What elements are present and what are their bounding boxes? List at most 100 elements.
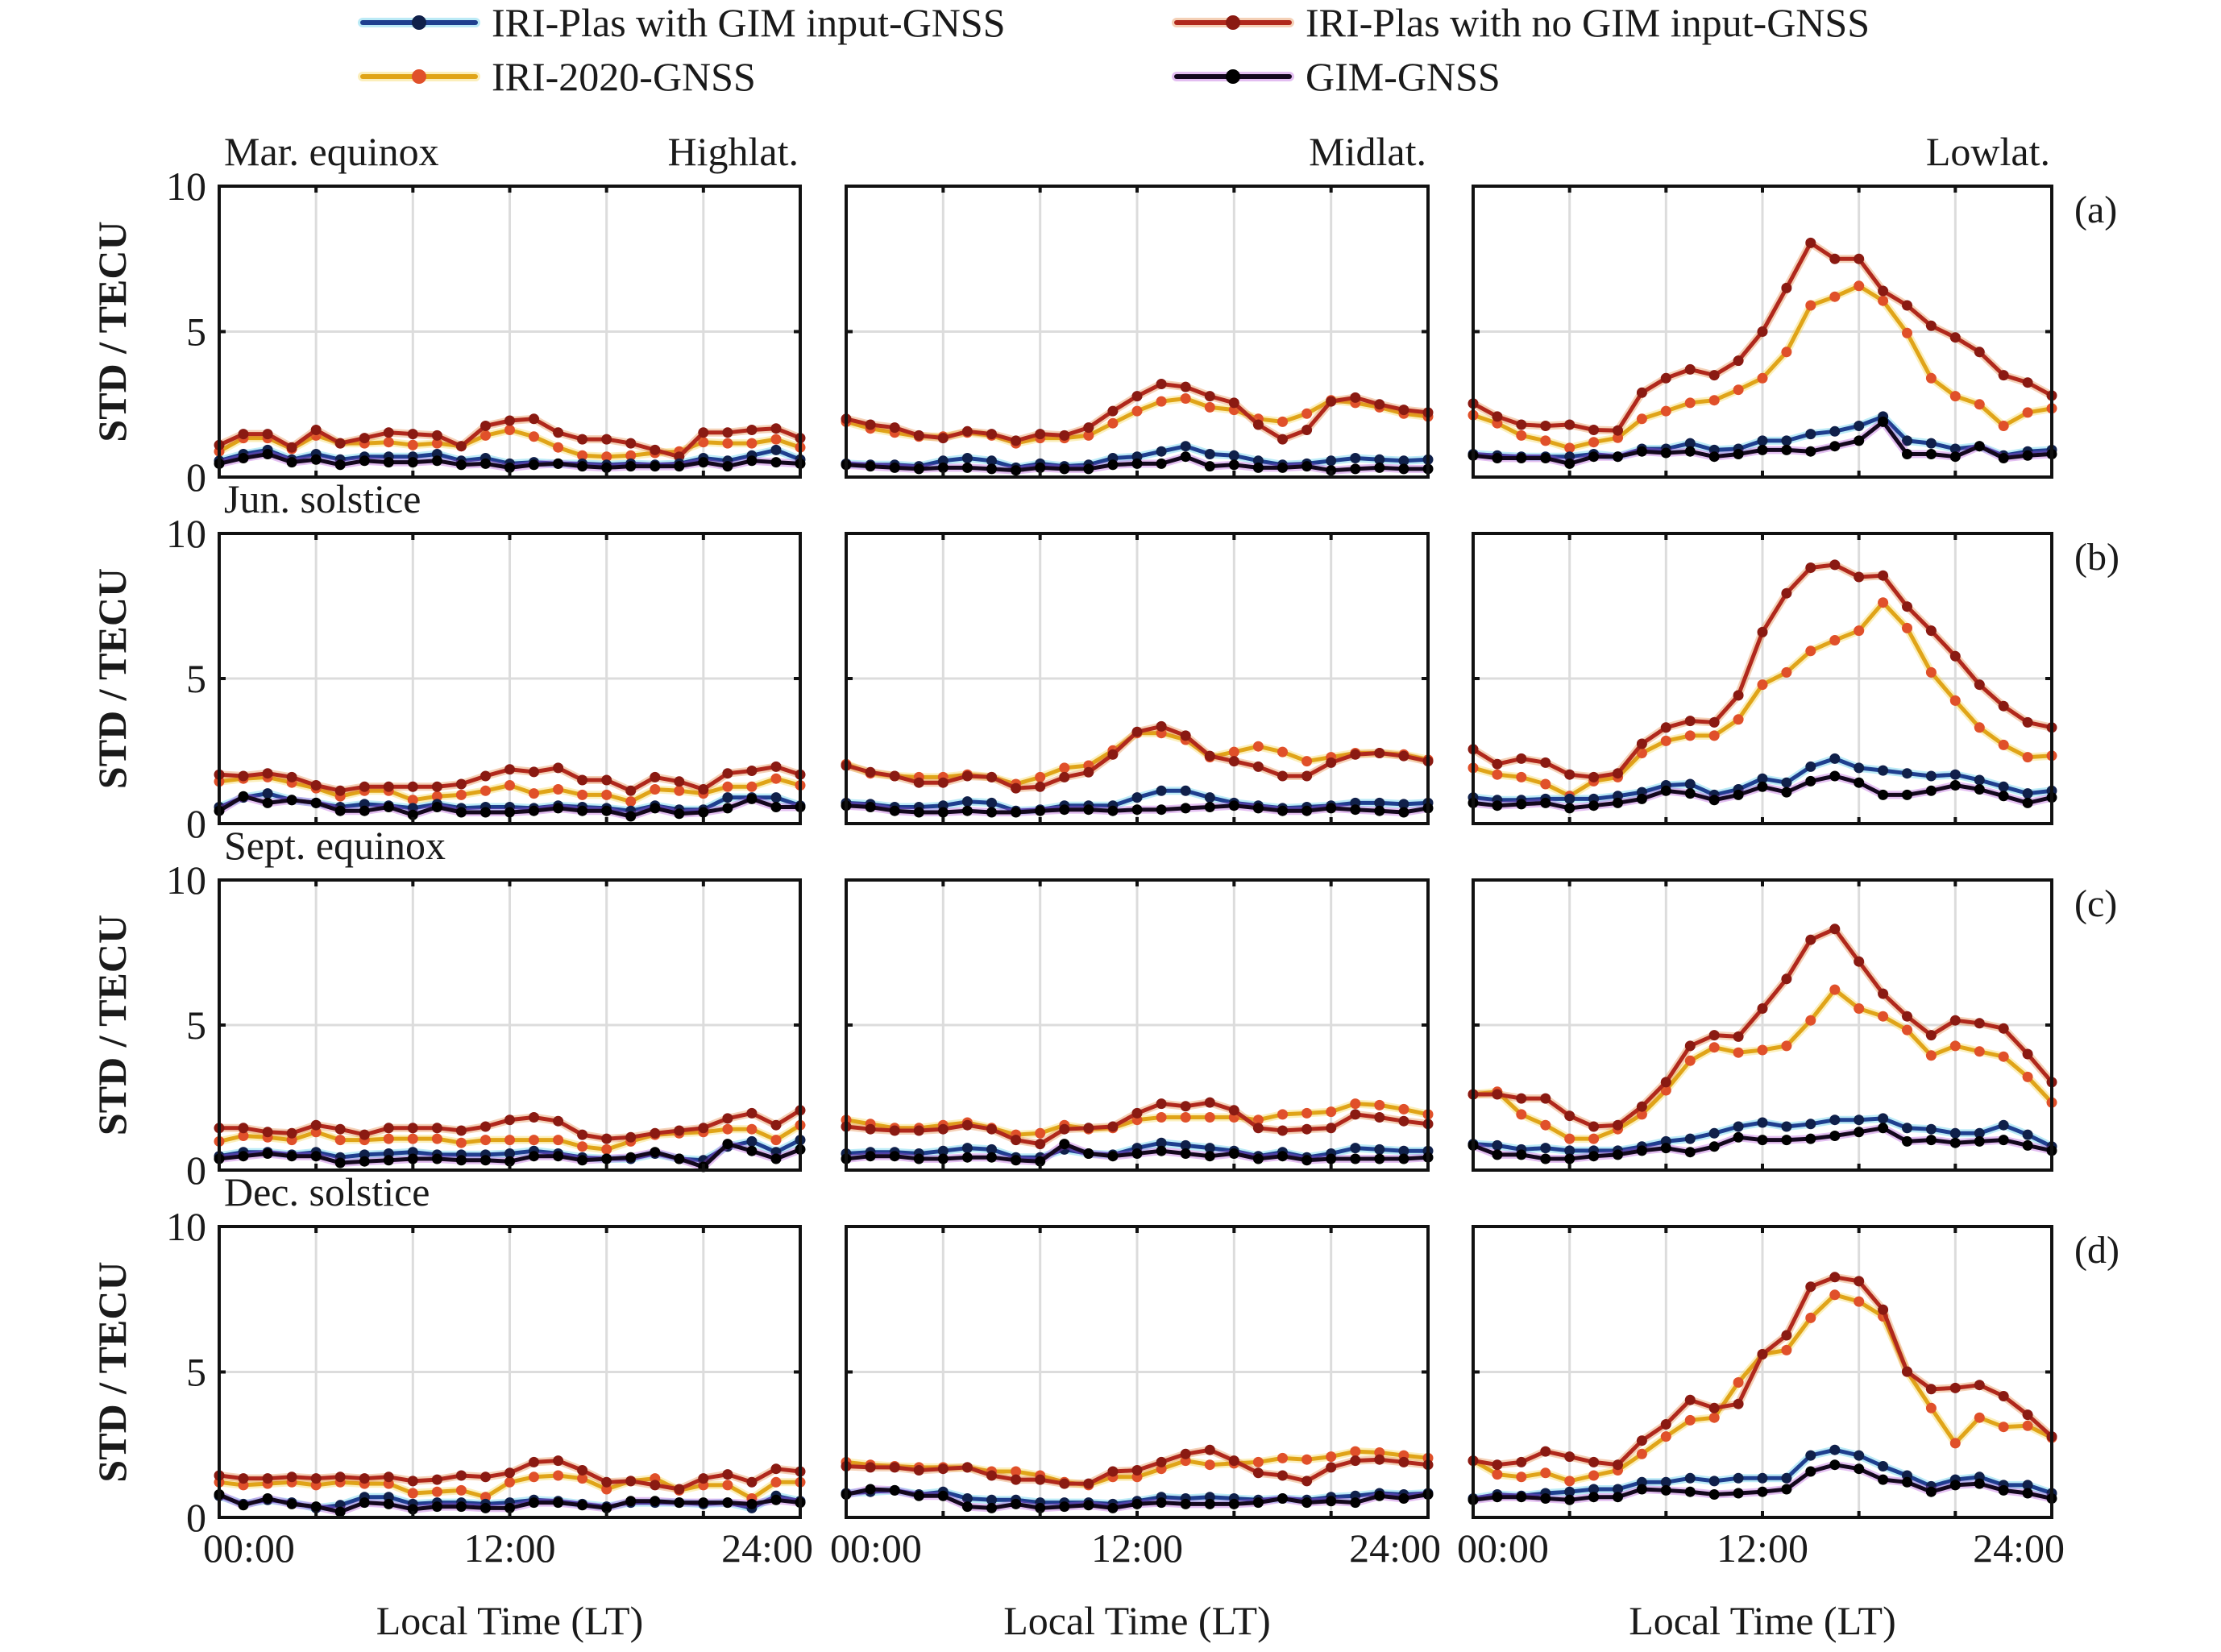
data-point [238, 429, 249, 440]
data-point [480, 785, 491, 796]
data-point [577, 450, 588, 461]
data-point [504, 1156, 515, 1167]
data-point [1781, 1135, 1792, 1146]
data-point [1492, 1089, 1503, 1100]
data-point [961, 805, 973, 816]
data-point [407, 795, 418, 806]
data-point [722, 1497, 733, 1509]
data-point [1949, 1382, 1961, 1393]
data-point [1083, 766, 1094, 778]
data-point [1902, 327, 1912, 338]
data-point [1805, 1119, 1816, 1130]
data-point [286, 457, 297, 468]
data-point [1374, 1099, 1385, 1110]
data-point [262, 429, 273, 440]
data-point [650, 803, 661, 814]
data-point [1204, 1143, 1215, 1154]
data-point [1059, 1478, 1070, 1489]
data-point [1781, 587, 1792, 599]
data-point [383, 427, 394, 438]
data-point [529, 788, 539, 799]
data-point [722, 461, 733, 472]
data-point [986, 1502, 997, 1513]
data-point [986, 1470, 997, 1481]
data-point [1398, 463, 1409, 475]
data-point [1684, 1055, 1696, 1066]
data-point [1131, 1498, 1143, 1509]
data-point [865, 461, 876, 472]
data-point [286, 1498, 297, 1509]
data-point [1829, 984, 1841, 995]
data-point [553, 1497, 564, 1509]
data-point [746, 766, 758, 776]
data-point [1059, 463, 1070, 475]
labels: Highlat. Midlat. Lowlat. Mar. equinox (a) 0 5 1… [89, 129, 2119, 1643]
data-point [1708, 1030, 1720, 1041]
data-point [1733, 690, 1744, 701]
series-gim [841, 800, 1434, 818]
data-point [1252, 741, 1264, 752]
legend-item-gim[interactable]: GIM-GNSS [1172, 54, 1501, 99]
data-point [1925, 1486, 1937, 1497]
data-point [1974, 347, 1985, 358]
data-point [238, 1473, 249, 1484]
data-point [1516, 1492, 1527, 1503]
data-point [1277, 434, 1288, 445]
data-point [480, 458, 491, 469]
data-point [1492, 1492, 1503, 1503]
data-point [553, 427, 564, 438]
data-point [1708, 795, 1720, 806]
data-point [1131, 792, 1143, 803]
data-point [310, 780, 322, 791]
data-point [2022, 716, 2033, 728]
data-point [722, 1469, 733, 1480]
data-point [1829, 635, 1841, 645]
data-point [1878, 1123, 1889, 1134]
data-point [1781, 347, 1792, 358]
data-point [1204, 792, 1215, 803]
data-point [1516, 1471, 1527, 1483]
data-point [722, 438, 733, 449]
data-point [1878, 765, 1889, 776]
data-point [1925, 320, 1937, 331]
data-point [504, 780, 515, 791]
data-point [1829, 753, 1841, 764]
data-point [1204, 1498, 1215, 1509]
data-point [1757, 326, 1768, 337]
data-point [1350, 1143, 1361, 1154]
data-point [1781, 787, 1792, 798]
legend-item-iri2020[interactable]: IRI-2020-GNSS [358, 54, 756, 99]
data-point [1805, 1281, 1816, 1293]
panel-letter: (a) [2074, 189, 2117, 231]
data-point [529, 431, 539, 442]
data-point [1228, 1455, 1239, 1467]
data-point [1083, 422, 1094, 434]
data-point [1540, 1467, 1551, 1479]
data-point [601, 1476, 612, 1488]
legend-item-plas_gim[interactable]: IRI-Plas with GIM input-GNSS [358, 0, 1006, 45]
data-point [1516, 1093, 1527, 1104]
data-point [1564, 1110, 1575, 1122]
legend-item-plas_nogim[interactable]: IRI-Plas with no GIM input-GNSS [1172, 0, 1870, 45]
data-point [1228, 450, 1239, 461]
data-point [238, 453, 249, 463]
data-point [1781, 1121, 1792, 1132]
data-point [698, 784, 709, 795]
data-point [455, 1484, 467, 1496]
data-point [1107, 405, 1119, 417]
data-point [1059, 1139, 1070, 1150]
data-point [1011, 1135, 1022, 1146]
data-point [1131, 458, 1143, 469]
data-point [383, 1133, 394, 1144]
data-point [889, 462, 900, 473]
x-tick-label: 12:00 [1717, 1525, 1808, 1571]
data-point [986, 463, 997, 475]
data-point [1588, 437, 1600, 448]
data-point [431, 438, 442, 449]
data-point [1011, 465, 1022, 476]
data-point [601, 1502, 612, 1513]
data-point [625, 785, 637, 796]
data-point [1636, 413, 1647, 425]
data-point [529, 1471, 539, 1483]
data-point [1757, 626, 1768, 637]
